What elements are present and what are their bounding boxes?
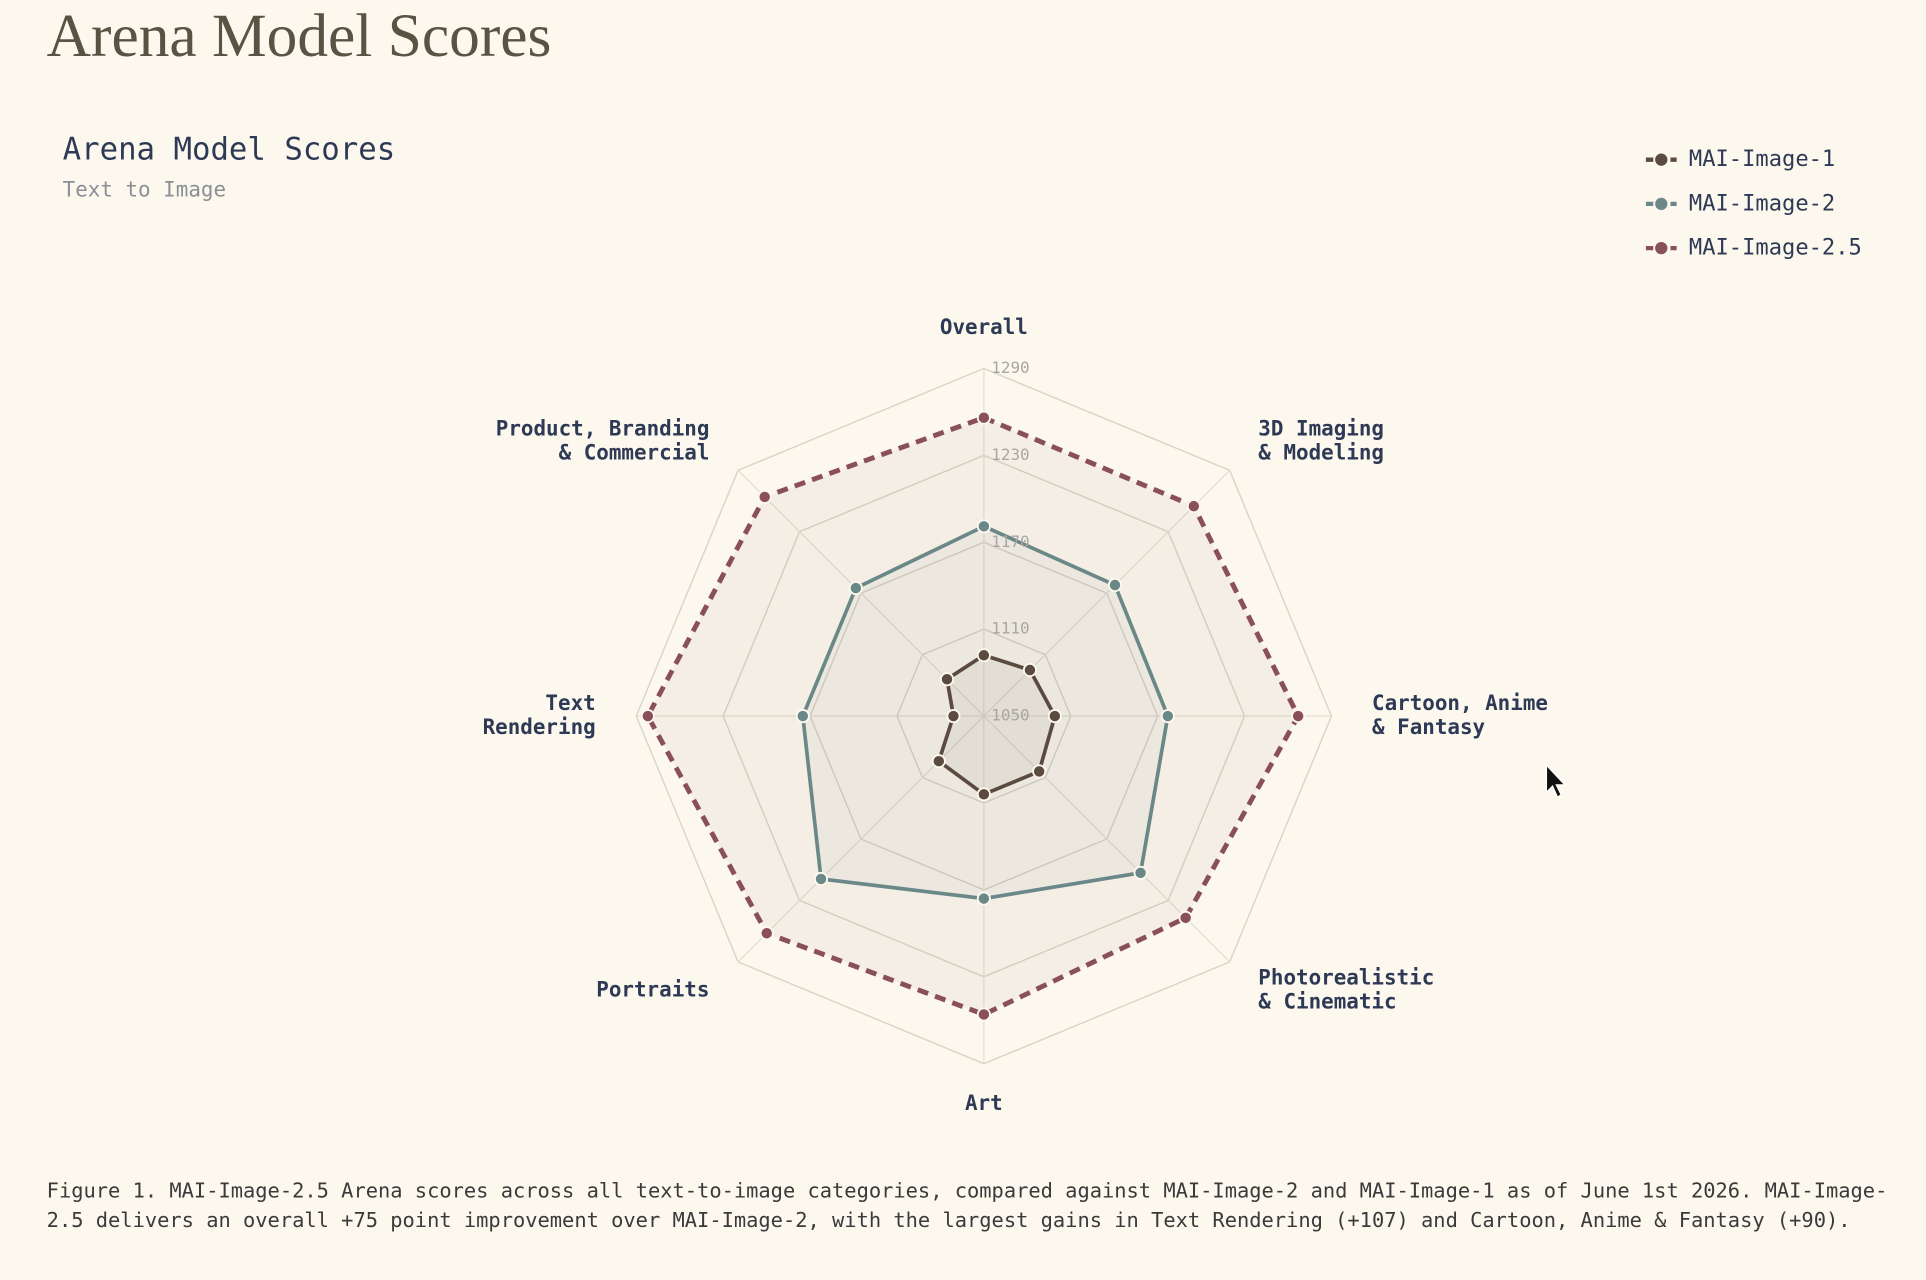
data-point [848,581,863,596]
legend-marker [1655,153,1668,166]
category-label: 3D Imaging & Modeling [1258,417,1384,465]
data-point [939,672,955,687]
r-tick-label: 1230 [991,445,1029,464]
chart-subtitle: Text to Image [63,177,226,201]
chart: Arena Model Scores Arena Model Scores Te… [47,2,1862,1115]
data-point [813,871,829,887]
data-point [1133,865,1148,880]
data-point [976,1007,991,1022]
category-label: Cartoon, Anime & Fantasy [1372,691,1548,739]
axis-spoke [983,469,1231,717]
series-area [802,526,1168,899]
legend-marker [1655,241,1668,255]
data-point [976,410,991,425]
category-label: Portraits [596,978,709,1002]
category-label: Art [965,1091,1003,1115]
r-tick-label: 1170 [991,532,1029,551]
data-point [1291,709,1306,724]
chart-title: Arena Model Scores [63,133,396,168]
r-tick-label: 1110 [991,619,1029,638]
legend-label: MAI-Image-2 [1689,190,1835,216]
data-point [1186,499,1201,514]
page-title: Arena Model Scores [47,2,552,70]
data-point [1022,662,1038,678]
data-point [946,709,961,724]
series-area [938,655,1055,795]
data-point [976,648,991,663]
r-tick-label: 1290 [991,358,1029,377]
category-label: Overall [940,315,1028,339]
data-point [640,709,655,724]
category-label: Photorealistic & Cinematic [1258,966,1434,1014]
data-point [976,519,991,534]
data-point [1178,910,1193,925]
data-point [976,891,991,906]
category-label: Text Rendering [483,691,596,739]
caption: Figure 1. MAI-Image-2.5 Arena scores acr… [46,1179,1888,1232]
data-point [1047,709,1062,724]
series-area [647,417,1299,1015]
cursor [1545,763,1567,799]
data-point [1160,709,1175,724]
data-point [1107,577,1123,593]
data-point [931,754,946,769]
data-point [759,926,774,941]
data-point [757,489,772,504]
data-point [795,709,810,724]
category-label: Product, Branding & Commercial [496,417,710,465]
r-tick-label: 1050 [991,706,1029,725]
data-point [976,787,991,802]
legend-marker [1655,197,1668,211]
legend-label: MAI-Image-2.5 [1689,235,1862,261]
legend-label: MAI-Image-1 [1689,146,1835,172]
data-point [1032,764,1047,779]
